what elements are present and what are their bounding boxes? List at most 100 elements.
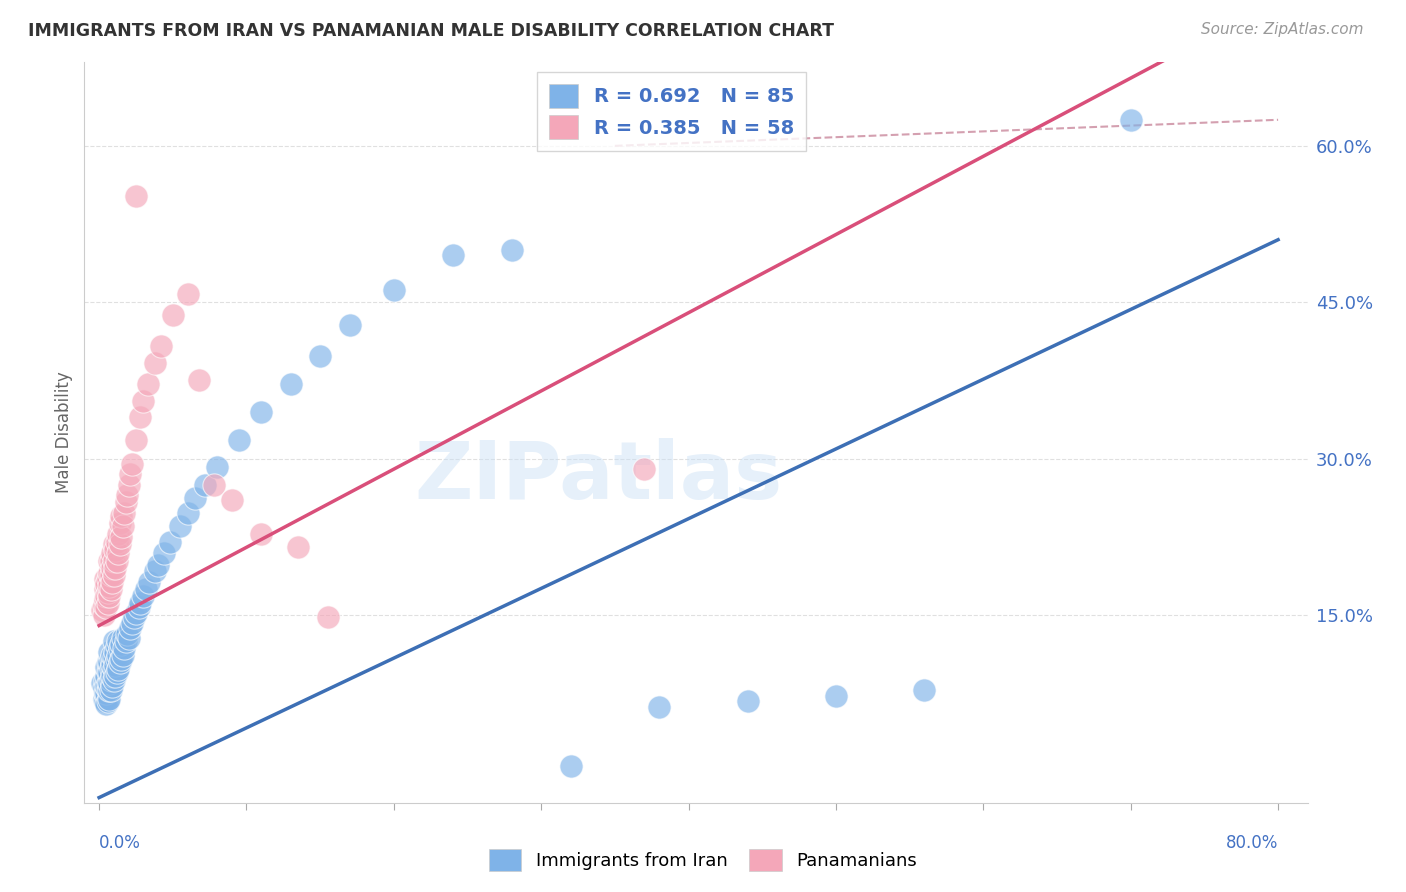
Point — [94, 592, 117, 607]
Point — [100, 652, 122, 666]
Point — [912, 683, 935, 698]
Point — [103, 673, 125, 687]
Point — [100, 662, 122, 676]
Point — [104, 561, 127, 575]
Point — [114, 495, 136, 509]
Point — [280, 376, 302, 391]
Point — [110, 637, 132, 651]
Point — [93, 681, 115, 695]
Point — [737, 693, 759, 707]
Point — [125, 433, 148, 447]
Point — [136, 376, 159, 391]
Legend: Immigrants from Iran, Panamanians: Immigrants from Iran, Panamanians — [482, 842, 924, 879]
Point — [101, 574, 124, 589]
Point — [202, 477, 225, 491]
Point — [97, 585, 120, 599]
Text: Source: ZipAtlas.com: Source: ZipAtlas.com — [1201, 22, 1364, 37]
Point — [176, 287, 198, 301]
Text: 80.0%: 80.0% — [1226, 834, 1278, 852]
Point — [159, 535, 181, 549]
Point — [93, 691, 115, 706]
Point — [633, 462, 655, 476]
Point — [121, 457, 143, 471]
Point — [97, 676, 120, 690]
Point — [107, 662, 129, 676]
Point — [91, 676, 114, 690]
Point — [146, 558, 169, 572]
Point — [107, 648, 129, 662]
Point — [162, 308, 184, 322]
Point — [98, 554, 121, 568]
Point — [143, 564, 166, 578]
Point — [105, 535, 128, 549]
Point — [132, 590, 155, 604]
Point — [96, 590, 118, 604]
Point — [115, 627, 138, 641]
Point — [107, 526, 129, 541]
Text: IMMIGRANTS FROM IRAN VS PANAMANIAN MALE DISABILITY CORRELATION CHART: IMMIGRANTS FROM IRAN VS PANAMANIAN MALE … — [28, 22, 834, 40]
Point — [115, 488, 138, 502]
Point — [104, 543, 127, 558]
Point — [110, 509, 132, 524]
Point — [108, 641, 131, 656]
Point — [118, 467, 141, 482]
Point — [98, 655, 121, 669]
Point — [382, 283, 405, 297]
Point — [316, 610, 339, 624]
Point — [111, 519, 134, 533]
Point — [97, 655, 120, 669]
Point — [121, 616, 143, 631]
Point — [94, 686, 117, 700]
Point — [648, 699, 671, 714]
Point — [98, 683, 121, 698]
Point — [250, 526, 273, 541]
Text: 0.0%: 0.0% — [98, 834, 141, 852]
Point — [117, 631, 139, 645]
Point — [96, 660, 118, 674]
Point — [100, 683, 122, 698]
Point — [111, 648, 134, 662]
Point — [98, 644, 121, 658]
Point — [228, 433, 250, 447]
Point — [153, 545, 176, 559]
Point — [339, 318, 361, 333]
Point — [101, 679, 124, 693]
Point — [94, 582, 117, 596]
Point — [110, 530, 132, 544]
Point — [101, 648, 124, 662]
Point — [103, 568, 125, 582]
Point — [188, 374, 211, 388]
Point — [560, 759, 582, 773]
Point — [101, 545, 124, 559]
Point — [100, 582, 122, 596]
Point — [205, 460, 228, 475]
Point — [112, 506, 135, 520]
Point — [825, 690, 848, 704]
Point — [104, 668, 127, 682]
Point — [143, 356, 166, 370]
Point — [221, 493, 243, 508]
Point — [124, 610, 146, 624]
Point — [107, 634, 129, 648]
Point — [96, 668, 118, 682]
Point — [138, 574, 160, 589]
Point — [169, 519, 191, 533]
Point — [112, 641, 135, 656]
Point — [97, 683, 120, 698]
Point — [110, 652, 132, 666]
Point — [103, 554, 125, 568]
Point — [150, 339, 173, 353]
Point — [118, 621, 141, 635]
Point — [93, 598, 115, 612]
Point — [108, 537, 131, 551]
Point — [194, 477, 217, 491]
Point — [101, 561, 124, 575]
Point — [129, 409, 152, 424]
Point — [108, 655, 131, 669]
Point — [96, 577, 118, 591]
Point — [108, 516, 131, 531]
Point — [97, 665, 120, 680]
Point — [128, 599, 150, 614]
Point — [176, 506, 198, 520]
Point — [101, 658, 124, 673]
